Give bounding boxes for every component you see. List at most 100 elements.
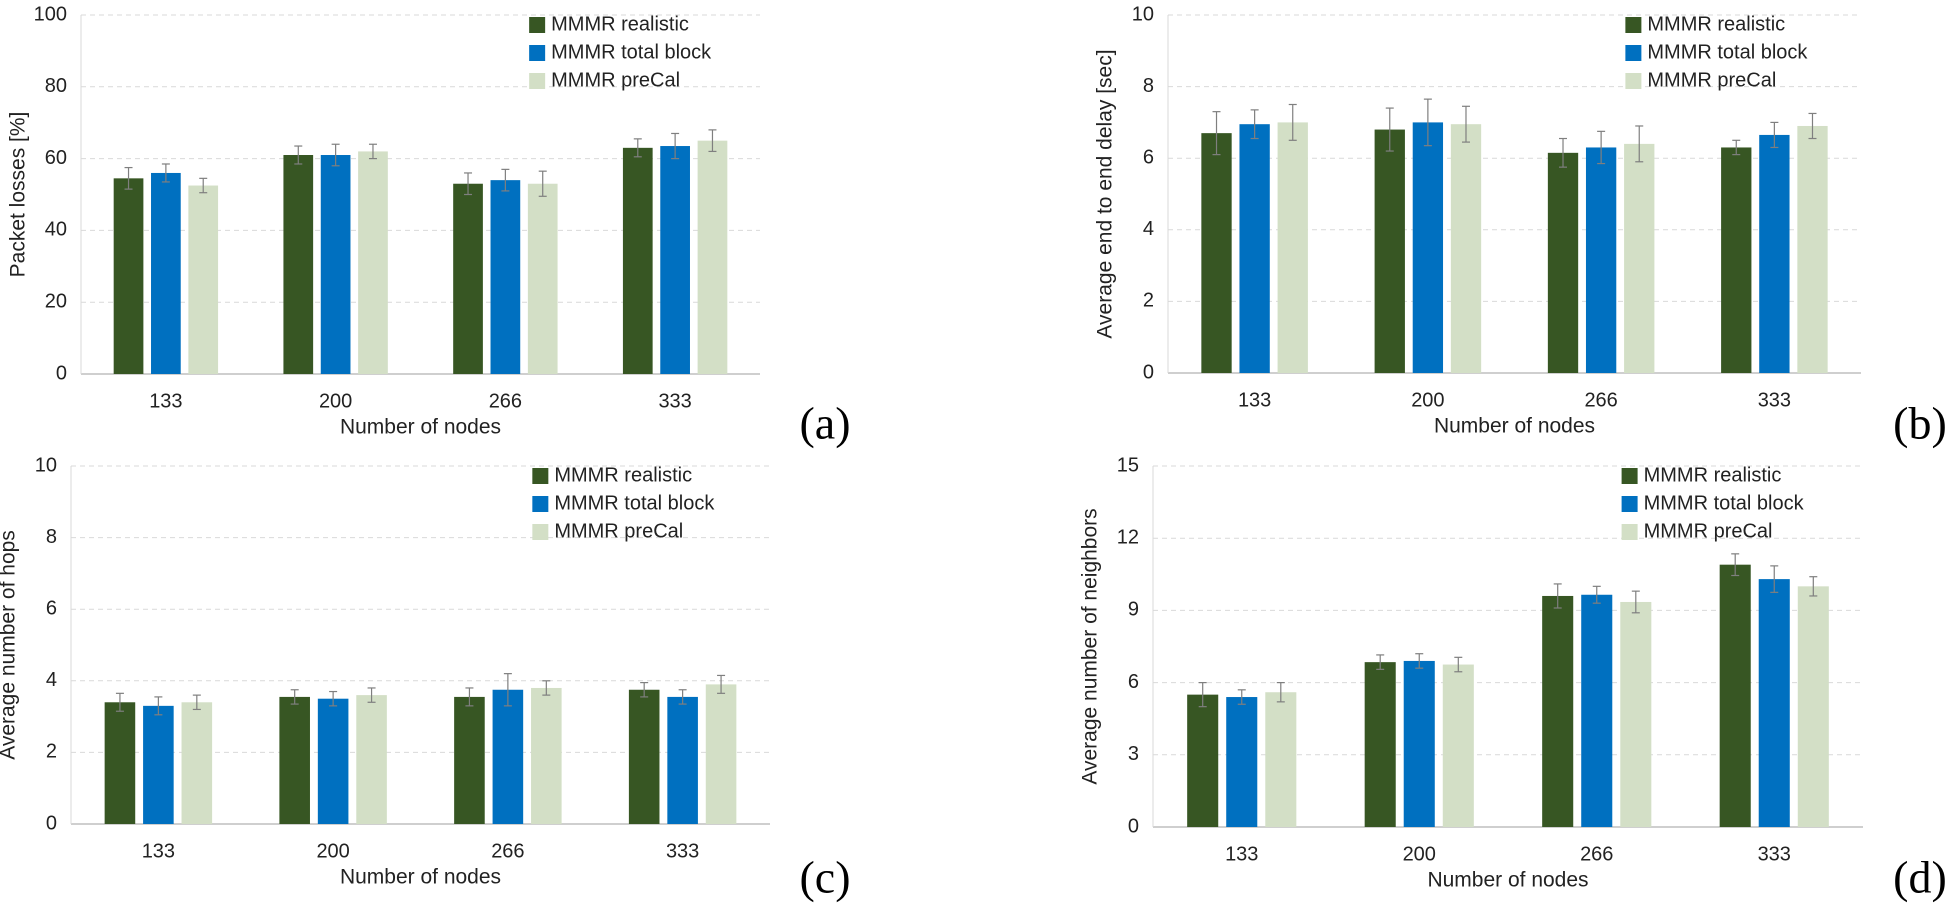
error-bar [1415, 653, 1424, 669]
y-tick-label: 12 [1117, 526, 1139, 548]
y-tick-label: 6 [1143, 146, 1154, 168]
error-bar [1376, 654, 1385, 670]
legend-label: MMMR total block [1647, 41, 1808, 63]
legend-swatch [1625, 17, 1642, 33]
y-tick-label: 3 [1128, 743, 1139, 765]
error-bar [1808, 112, 1817, 140]
bar [1187, 694, 1219, 827]
bar [1226, 697, 1258, 827]
error-bar [1592, 585, 1601, 604]
bar [181, 702, 213, 824]
y-axis-title: Average number of hops [0, 530, 20, 760]
bar [1450, 124, 1482, 373]
bar [1542, 595, 1574, 827]
y-tick-label: 6 [1128, 671, 1139, 693]
error-bar [1288, 103, 1297, 141]
error-bar [501, 168, 510, 192]
bar [531, 687, 562, 824]
panel-label: (b) [1893, 398, 1947, 449]
legend-swatch [1621, 496, 1638, 512]
y-tick-label: 80 [45, 75, 67, 97]
error-bar [640, 681, 649, 698]
panel-label: (c) [799, 852, 850, 903]
legend-swatch [529, 17, 546, 33]
error-bar [1250, 109, 1259, 140]
bar [1412, 122, 1444, 374]
bar [1277, 122, 1308, 374]
bar [660, 146, 690, 374]
error-bar [1276, 681, 1285, 703]
bar [1759, 134, 1790, 373]
legend-label: MMMR total block [1644, 492, 1805, 514]
error-bar [708, 129, 717, 153]
bar [453, 183, 483, 374]
x-tick-label: 333 [666, 840, 699, 862]
bar [1442, 664, 1474, 827]
x-axis-title: Number of nodes [1427, 869, 1588, 892]
bar [1721, 147, 1752, 373]
y-tick-label: 15 [1117, 454, 1139, 476]
legend-swatch [529, 73, 546, 89]
error-bar [1635, 125, 1644, 163]
y-tick-label: 6 [46, 597, 57, 619]
bar [113, 178, 144, 374]
legend-label: MMMR preCal [1644, 520, 1773, 542]
legend-swatch [1621, 524, 1638, 540]
y-tick-label: 2 [1143, 290, 1154, 312]
panel-label: (a) [799, 398, 850, 449]
legend-label: MMMR total block [551, 41, 712, 63]
error-bar [1732, 139, 1741, 156]
y-axis-title: Packet losses [%] [7, 112, 30, 278]
bar [1201, 133, 1232, 373]
legend-swatch [1625, 45, 1642, 61]
x-tick-label: 333 [1758, 389, 1791, 411]
bar [1581, 594, 1613, 827]
error-bar [503, 673, 512, 707]
error-bar [1237, 689, 1246, 705]
error-bar [1461, 105, 1470, 143]
error-bar [538, 170, 547, 197]
error-bar [294, 145, 303, 165]
bar [1374, 129, 1405, 373]
error-bar [154, 696, 163, 716]
error-bar [1559, 137, 1568, 168]
error-bar [115, 692, 124, 712]
legend-swatch [1625, 73, 1642, 89]
y-tick-label: 8 [1143, 75, 1154, 97]
x-tick-label: 333 [658, 390, 691, 412]
error-bar [1212, 111, 1221, 156]
error-bar [290, 689, 299, 705]
bar [279, 696, 310, 824]
x-tick-label: 266 [491, 840, 524, 862]
bar [1364, 662, 1396, 827]
x-tick-label: 266 [489, 390, 522, 412]
x-tick-label: 266 [1580, 843, 1613, 865]
y-tick-label: 10 [35, 454, 57, 476]
bar [1719, 564, 1751, 827]
bar [143, 705, 174, 824]
x-axis-title: Number of nodes [340, 866, 501, 889]
bar [317, 698, 349, 824]
error-bar [199, 177, 208, 194]
x-tick-label: 133 [1238, 389, 1271, 411]
y-tick-label: 100 [34, 3, 67, 25]
y-tick-label: 10 [1132, 3, 1154, 25]
error-bar [717, 674, 726, 694]
bar [1265, 692, 1297, 827]
legend-swatch [529, 45, 546, 61]
panel-label: (d) [1893, 852, 1947, 903]
error-bar [1454, 656, 1463, 673]
error-bar [1731, 553, 1740, 577]
legend-label: MMMR realistic [1647, 13, 1785, 35]
error-bar [1553, 583, 1562, 609]
error-bar [633, 138, 642, 158]
error-bar [1597, 130, 1606, 165]
bar [188, 185, 219, 374]
legend-label: MMMR realistic [1644, 464, 1782, 486]
legend-swatch [532, 468, 549, 484]
bar [705, 684, 737, 824]
bar [104, 702, 136, 824]
y-tick-label: 9 [1128, 599, 1139, 621]
legend-label: MMMR preCal [554, 520, 683, 542]
